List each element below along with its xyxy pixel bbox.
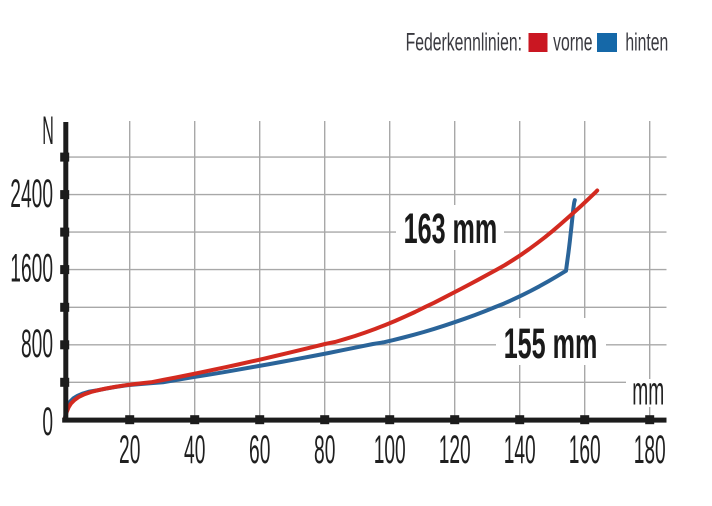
svg-text:N: N	[42, 109, 54, 154]
svg-text:163 mm: 163 mm	[404, 205, 498, 253]
svg-text:mm: mm	[632, 369, 664, 414]
svg-text:180: 180	[634, 427, 666, 472]
svg-text:1600: 1600	[10, 246, 53, 291]
svg-text:80: 80	[314, 427, 335, 472]
svg-text:160: 160	[569, 427, 601, 472]
svg-text:800: 800	[21, 321, 53, 366]
svg-text:120: 120	[439, 427, 471, 472]
svg-text:2400: 2400	[10, 171, 53, 216]
svg-text:vorne: vorne	[553, 29, 592, 56]
svg-text:155 mm: 155 mm	[504, 320, 598, 368]
svg-text:100: 100	[374, 427, 406, 472]
svg-text:hinten: hinten	[625, 29, 668, 56]
svg-text:40: 40	[184, 427, 205, 472]
svg-text:Federkennlinien:: Federkennlinien:	[406, 29, 522, 56]
svg-text:140: 140	[504, 427, 536, 472]
svg-text:20: 20	[119, 427, 140, 472]
svg-text:0: 0	[42, 399, 53, 444]
svg-text:60: 60	[249, 427, 270, 472]
